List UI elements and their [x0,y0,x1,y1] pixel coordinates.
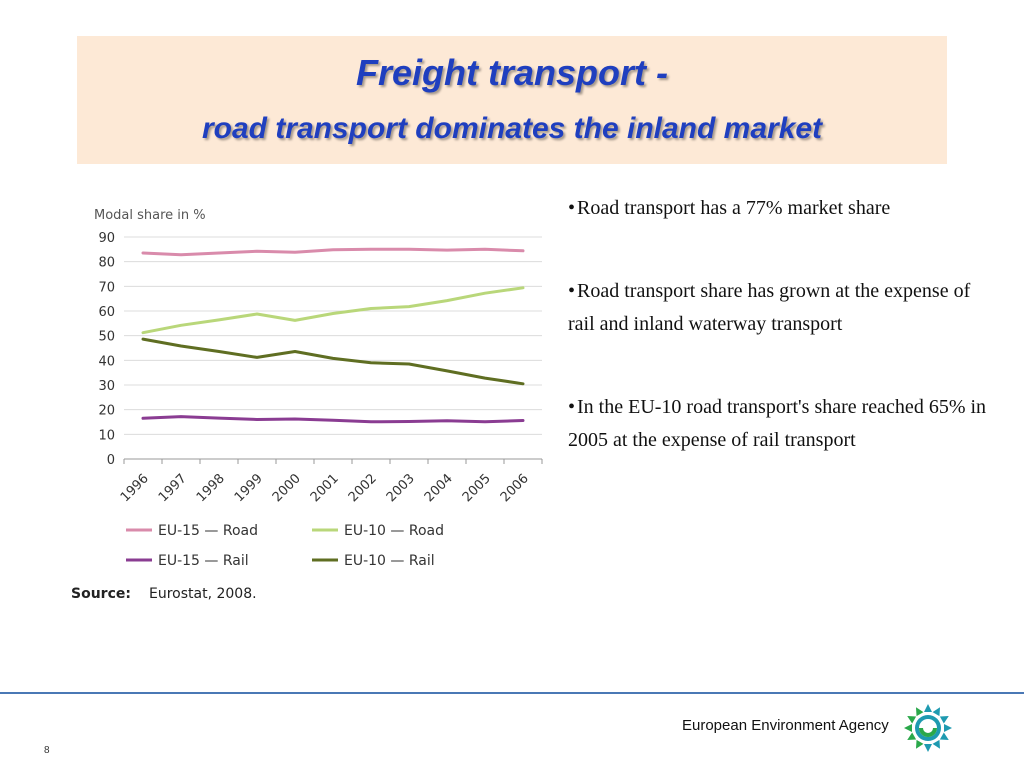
bullet-list: • Road transport has a 77% market share •… [568,192,988,507]
y-tick-label: 90 [98,231,115,246]
source-text: Eurostat, 2008. [149,586,257,602]
x-tick-label: 2003 [384,471,418,505]
y-tick-label: 20 [98,404,115,419]
bullet-item: • In the EU-10 road transport's share rea… [568,396,987,451]
y-tick-label: 50 [98,330,115,345]
y-axis-label: Modal share in % [94,208,206,223]
bullet-item: • Road transport has a 77% market share [568,197,891,219]
x-tick-label: 1999 [232,471,266,505]
y-tick-label: 10 [98,428,115,443]
title-box: Freight transport - road transport domin… [77,36,947,164]
source-label: Source: [71,586,131,602]
y-tick-label: 30 [98,379,115,394]
y-tick-label: 70 [98,280,115,295]
legend-label: EU-10 — Road [344,523,444,539]
x-tick-label: 2004 [422,471,456,505]
series-line [141,247,525,257]
legend-label: EU-15 — Rail [158,553,249,569]
x-tick-label: 1996 [118,471,152,505]
series-line [141,337,525,386]
footer-divider [0,692,1024,694]
x-tick-label: 1998 [194,471,228,505]
y-tick-label: 60 [98,305,115,320]
agency-name: European Environment Agency [682,717,889,734]
x-tick-label: 2002 [346,471,380,505]
legend-label: EU-10 — Rail [344,553,435,569]
y-tick-label: 40 [98,354,115,369]
y-tick-label: 0 [107,453,115,468]
legend-label: EU-15 — Road [158,523,258,539]
page-title: Freight transport - [356,52,668,93]
bullet-item: • Road transport share has grown at the e… [568,280,971,335]
series-line [141,286,525,335]
y-tick-label: 80 [98,256,115,271]
x-tick-label: 2000 [270,471,304,505]
x-tick-label: 1997 [156,471,190,505]
series-line [141,415,525,424]
x-tick-label: 2006 [498,471,532,505]
x-tick-label: 2005 [460,471,494,505]
eea-logo-icon [904,704,952,752]
page-number: 8 [44,745,50,756]
x-tick-label: 2001 [308,471,342,505]
page-subtitle: road transport dominates the inland mark… [201,112,823,145]
